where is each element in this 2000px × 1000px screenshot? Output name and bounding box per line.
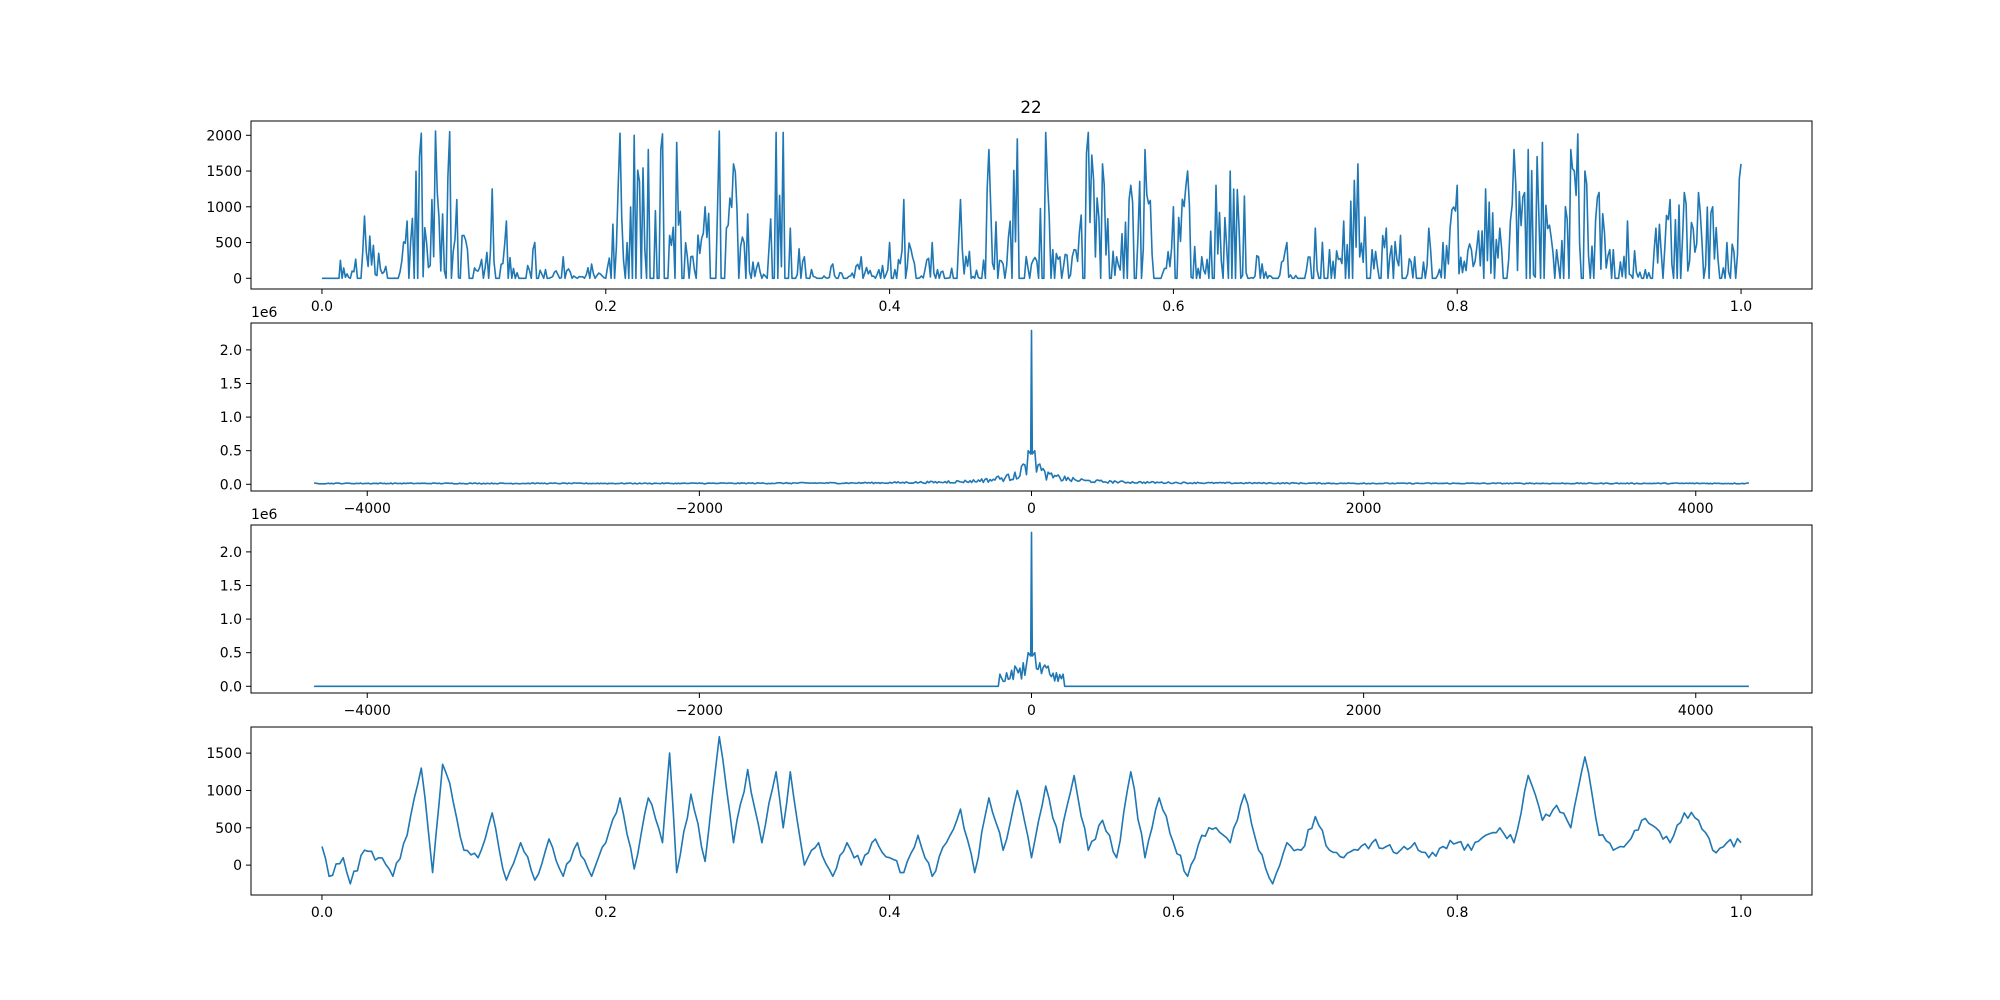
x-tick-label: 0.4 [878, 299, 900, 315]
subplot-4: 0.0 0.2 0.4 0.6 0.8 1.0 0 500 1000 1500 [206, 726, 1813, 921]
series-line-1-1 [322, 130, 1742, 280]
axes-frame [250, 726, 1813, 896]
x-tick-label: −2000 [676, 501, 723, 517]
x-tick-label: 0.8 [1446, 905, 1468, 921]
x-tick-label: 1.0 [1730, 905, 1752, 921]
series-line-4-1 [321, 735, 1742, 885]
x-tick-label: 0.6 [1162, 905, 1184, 921]
y-tick-label: 1500 [206, 164, 242, 180]
y-tick-label: 1.5 [220, 578, 242, 594]
y-tick-label: 1.0 [220, 612, 242, 628]
series-line-2-1 [313, 329, 1749, 485]
y-tick-label: 1.0 [220, 410, 242, 426]
y-tick-label: 0 [233, 858, 242, 874]
x-tick-label: 0.0 [311, 905, 333, 921]
x-tick-label: 0 [1027, 703, 1036, 719]
subplot-2: −4000 −2000 0 2000 4000 0.0 0.5 1.0 1.5 2.0 1e6 [220, 305, 1813, 517]
axes-container: 0.0 0.2 0.4 0.6 0.8 1.00500100015002000−4000−… [206, 120, 1813, 921]
x-tick-label: 0.0 [311, 299, 333, 315]
y-tick-label: 500 [215, 236, 242, 252]
x-tick-label: 2000 [1346, 703, 1382, 719]
x-tick-label: −4000 [344, 501, 391, 517]
subplot-1: 0.0 0.2 0.4 0.6 0.8 1.0 0 500 1000 1500 2000 [206, 120, 1813, 315]
x-tick-label: −2000 [676, 703, 723, 719]
x-tick-label: 0.2 [595, 905, 617, 921]
y-tick-label: 1000 [206, 200, 242, 216]
y-tick-label: 2000 [206, 128, 242, 144]
axes-frame [250, 120, 1813, 290]
x-tick-label: 2000 [1346, 501, 1382, 517]
y-tick-label: 0.5 [220, 444, 242, 460]
y-tick-label: 2.0 [220, 343, 242, 359]
x-tick-label: 0.6 [1162, 299, 1184, 315]
y-tick-label: 1000 [206, 783, 242, 799]
x-tick-label: 0.8 [1446, 299, 1468, 315]
y-tick-label: 0.5 [220, 646, 242, 662]
x-tick-label: 0.4 [878, 905, 900, 921]
series-line-3-1 [314, 531, 1749, 688]
subplot-3: −4000 −2000 0 2000 4000 0.0 0.5 1.0 1.5 2.0 1e6 [220, 507, 1813, 719]
y-tick-label: 0 [233, 271, 242, 287]
y-tick-label: 0.0 [220, 477, 242, 493]
x-tick-label: 1.0 [1730, 299, 1752, 315]
x-tick-label: 4000 [1678, 703, 1714, 719]
y-tick-label: 1500 [206, 746, 242, 762]
x-tick-label: 0.2 [595, 299, 617, 315]
y-tick-label: 500 [215, 821, 242, 837]
y-tick-label: 1.5 [220, 376, 242, 392]
y-tick-label: 2.0 [220, 545, 242, 561]
y-tick-label: 0.0 [220, 679, 242, 695]
x-tick-label: −4000 [344, 703, 391, 719]
x-tick-label: 0 [1027, 501, 1036, 517]
x-tick-label: 4000 [1678, 501, 1714, 517]
y-offset-label: 1e6 [251, 507, 278, 523]
figure-title: 22 [1020, 97, 1041, 117]
y-offset-label: 1e6 [251, 305, 278, 321]
